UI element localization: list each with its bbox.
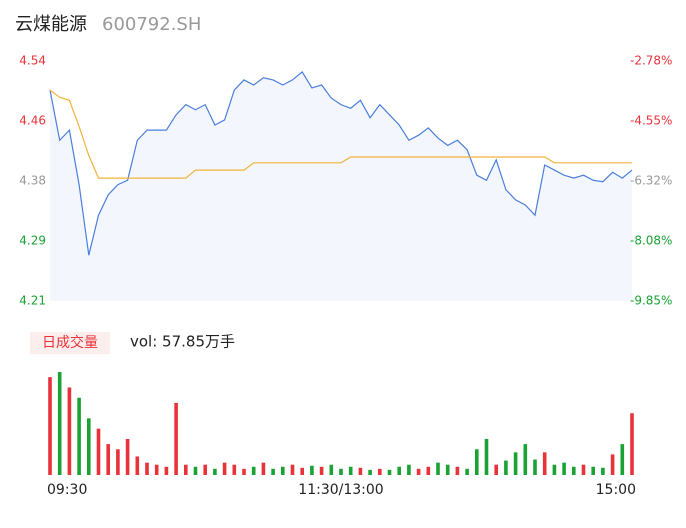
volume-bar: [397, 466, 401, 475]
volume-bar: [504, 460, 508, 475]
volume-bar: [630, 413, 634, 475]
volume-label-box: [30, 332, 110, 354]
volume-bar: [281, 466, 285, 475]
volume-bar: [610, 454, 615, 475]
volume-bar: [601, 467, 605, 475]
volume-bar: [48, 377, 52, 475]
volume-bar: [213, 468, 217, 475]
x-tick-label: 15:00: [596, 482, 636, 498]
volume-bar: [542, 452, 547, 475]
y-tick-label: 4.29: [19, 234, 46, 248]
volume-bar: [193, 466, 198, 475]
volume-bar: [455, 466, 460, 475]
volume-bar: [242, 468, 246, 475]
volume-bar: [348, 466, 353, 475]
volume-bar: [145, 462, 149, 475]
volume-bar: [290, 464, 295, 475]
volume-bar: [232, 464, 237, 475]
volume-bar: [416, 468, 421, 475]
volume-bar: [358, 467, 363, 475]
volume-bar: [57, 372, 62, 475]
volume-bar: [475, 449, 479, 475]
volume-bar: [184, 464, 188, 475]
stock-code: 600792.SH: [102, 14, 201, 35]
stock-name: 云煤能源: [15, 14, 87, 35]
volume-bar: [116, 449, 120, 475]
y-tick-label: 4.21: [19, 294, 46, 308]
volume-bar: [465, 468, 469, 475]
volume-bar: [436, 462, 440, 475]
volume-bar: [203, 464, 207, 475]
y-tick-label: 4.46: [19, 114, 46, 128]
volume-bar: [620, 444, 625, 475]
volume-bar: [106, 444, 110, 475]
volume-bar: [96, 428, 101, 475]
y-tick-label: 4.38: [19, 174, 46, 188]
y2-tick-label: -8.08%: [630, 234, 672, 248]
volume-bar: [445, 464, 450, 475]
volume-bar: [494, 464, 498, 475]
volume-total: vol: 57.85万手: [130, 333, 235, 351]
volume-bar: [387, 469, 392, 475]
volume-bar: [513, 452, 518, 475]
y2-tick-label: -4.55%: [630, 114, 672, 128]
volume-bar: [591, 466, 595, 475]
volume-bar: [552, 464, 557, 475]
average-line: [49, 89, 632, 179]
volume-bar: [572, 466, 576, 475]
volume-bar: [261, 462, 266, 475]
volume-bar: [174, 402, 178, 475]
volume-bar: [368, 469, 372, 475]
x-tick-label: 11:30/13:00: [298, 482, 383, 498]
y2-tick-label: -2.78%: [630, 54, 672, 68]
volume-bar: [87, 418, 91, 475]
volume-bar: [562, 462, 566, 475]
volume-bar: [339, 468, 343, 475]
y-tick-label: 4.54: [19, 54, 46, 68]
volume-bar: [135, 456, 140, 475]
volume-bar: [251, 466, 256, 475]
volume-bar: [319, 466, 324, 475]
y2-tick-label: -6.32%: [630, 174, 672, 188]
volume-bar: [329, 464, 334, 475]
volume-bar: [426, 466, 431, 475]
price-line: [49, 71, 633, 256]
volume-bar: [300, 467, 304, 475]
volume-bar: [533, 459, 537, 475]
volume-label: 日成交量: [42, 334, 98, 351]
volume-bar: [523, 444, 528, 475]
volume-bar: [484, 438, 489, 475]
volume-bar: [67, 387, 72, 475]
price-area: [50, 71, 632, 301]
volume-bar: [378, 468, 382, 475]
volume-bar: [154, 464, 159, 475]
volume-bar: [77, 397, 81, 475]
volume-bar: [271, 468, 275, 475]
volume-bar: [164, 466, 169, 475]
volume-bar: [581, 464, 586, 475]
volume-bar: [222, 462, 227, 475]
volume-bar: [125, 438, 130, 475]
x-tick-label: 09:30: [47, 482, 87, 498]
volume-bar: [310, 465, 314, 475]
y2-tick-label: -9.85%: [630, 294, 672, 308]
volume-bar: [407, 464, 411, 475]
